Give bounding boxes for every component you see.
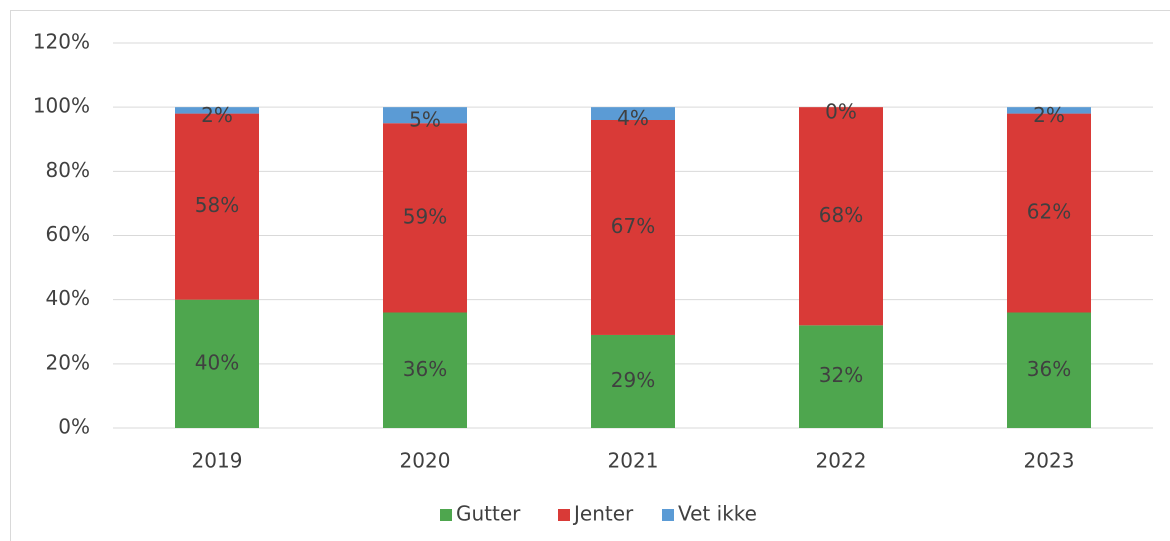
- y-tick-label: 20%: [46, 350, 90, 374]
- y-tick-label: 80%: [46, 158, 90, 182]
- legend-swatch: [558, 509, 570, 521]
- data-label: 67%: [611, 214, 655, 238]
- data-label: 62%: [1027, 200, 1071, 224]
- data-label: 2%: [1033, 103, 1065, 127]
- chart-border: [10, 10, 1170, 541]
- y-tick-label: 0%: [58, 415, 90, 439]
- data-label: 58%: [195, 193, 239, 217]
- bar-segment: [383, 312, 467, 428]
- x-tick-label: 2019: [192, 449, 243, 473]
- legend-swatch: [662, 509, 674, 521]
- y-tick-label: 40%: [46, 286, 90, 310]
- bar-segment: [799, 107, 883, 326]
- legend-label: Vet ikke: [678, 502, 757, 526]
- data-label: 32%: [819, 363, 863, 387]
- y-tick-label: 60%: [46, 222, 90, 246]
- x-tick-label: 2021: [608, 449, 659, 473]
- legend-label: Gutter: [456, 502, 521, 526]
- bar-segment: [799, 325, 883, 428]
- y-tick-label: 100%: [33, 94, 90, 118]
- data-label: 5%: [409, 108, 441, 132]
- data-label: 68%: [819, 203, 863, 227]
- data-label: 36%: [403, 357, 447, 381]
- bar-segment: [1007, 113, 1091, 313]
- legend-swatch: [440, 509, 452, 521]
- data-label: 40%: [195, 350, 239, 374]
- x-tick-label: 2023: [1024, 449, 1075, 473]
- y-tick-label: 120%: [33, 30, 90, 54]
- bar-segment: [591, 120, 675, 335]
- bar-segment: [1007, 107, 1091, 114]
- x-tick-label: 2020: [400, 449, 451, 473]
- data-label: 2%: [201, 103, 233, 127]
- data-label: 36%: [1027, 357, 1071, 381]
- legend-label: Jenter: [572, 502, 634, 526]
- data-label: 0%: [825, 100, 857, 124]
- data-label: 29%: [611, 368, 655, 392]
- data-label: 4%: [617, 106, 649, 130]
- bar-segment: [383, 107, 467, 124]
- bar-segment: [1007, 312, 1091, 428]
- bar-segment: [175, 299, 259, 428]
- x-tick-label: 2022: [816, 449, 867, 473]
- bar-segment: [175, 107, 259, 114]
- bar-segment: [591, 107, 675, 120]
- bar-segment: [383, 123, 467, 313]
- data-label: 59%: [403, 204, 447, 228]
- bar-segment: [591, 334, 675, 428]
- bar-segment: [175, 113, 259, 300]
